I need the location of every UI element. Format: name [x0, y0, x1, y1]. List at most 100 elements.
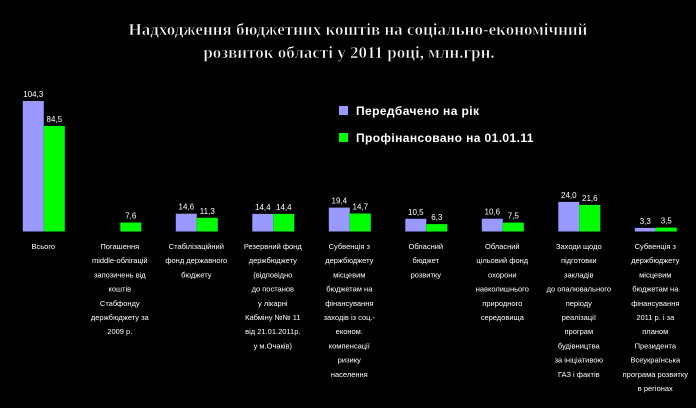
bar-2-4	[273, 213, 295, 232]
category-label-4-line-8: у м.Очаків)	[254, 341, 293, 350]
category-label-8-line-5: періоду	[566, 299, 592, 308]
category-label-9-line-5: фінансування	[631, 299, 679, 308]
value-label-1-5: 19,4	[332, 197, 348, 206]
category-label-5-line-6: заходів із соц.-	[324, 313, 376, 322]
bar-2-9	[655, 227, 677, 232]
category-label-8: Заходи щодо підготовки закладів до опалювал…	[547, 242, 611, 379]
legend-label-series-1: Передбачено на рік	[356, 104, 480, 118]
category-label-2-line-5: Стабфонду	[100, 299, 140, 308]
category-label-2-line-3: запозичень від	[94, 270, 146, 279]
category-label-5-line-2: держбюджету	[325, 256, 373, 265]
category-label-6: Обласний бюджет розвитку	[408, 242, 443, 279]
bar-1-5	[328, 207, 350, 232]
category-label-9-line-2: держбюджету	[631, 256, 679, 265]
legend-swatch-series-2	[339, 133, 348, 142]
value-label-1-1: 104,3	[23, 90, 44, 99]
bar-1-9	[634, 227, 656, 232]
category-label-5-line-1: Субвенція з	[329, 242, 371, 251]
value-label-2-9: 3,5	[661, 217, 673, 226]
category-label-9-line-3: місцевим	[639, 270, 671, 279]
category-label-6-line-2: бюджет	[413, 256, 440, 265]
category-label-5: Субвенція з держбюджету місцевим бюджетам н…	[324, 242, 376, 379]
category-label-4-line-5: у лікарні	[258, 299, 288, 308]
category-label-9-line-10: програма розвитку	[623, 370, 689, 379]
category-label-9-line-6: 2011 р. і за	[636, 313, 675, 322]
category-label-2: Погашення middle-облігацій запозичень від к…	[91, 242, 150, 336]
bar-1-3	[175, 213, 197, 232]
chart-legend: Передбачено на рік Профінансовано на 01.…	[339, 104, 533, 145]
category-label-1: Всього	[32, 242, 56, 251]
value-label-2-3: 11,3	[200, 207, 216, 216]
category-label-7: Обласний цільовий фонд охорони навколишньог…	[476, 242, 529, 322]
bar-group	[22, 101, 677, 232]
value-label-2-1: 84,5	[47, 115, 63, 124]
category-label-9-line-7: планом	[642, 327, 668, 336]
category-label-4-line-3: (відповідно	[253, 270, 292, 279]
category-label-3-line-2: фонд державного	[165, 256, 227, 265]
category-label-8-line-2: підготовки	[561, 256, 597, 265]
category-label-2-line-6: держбюджету за	[91, 313, 150, 322]
value-label-2-2: 7,6	[125, 212, 137, 221]
value-label-1-7: 10,6	[485, 208, 501, 217]
category-label-3-line-3: бюджету	[181, 270, 212, 279]
category-label-4-line-7: від 21.01.2011р.	[245, 327, 300, 336]
category-label-7-line-4: навколишнього	[476, 285, 529, 294]
bar-1-6	[405, 218, 427, 232]
category-labels: Всього Погашення middle-облігацій запозичен…	[32, 242, 689, 393]
category-label-8-line-1: Заходи щодо	[556, 242, 602, 251]
category-label-8-line-10: ГАЗ і фактів	[558, 370, 600, 379]
category-label-4-line-6: Кабміну №№ 11	[245, 313, 300, 322]
category-label-8-line-3: закладів	[564, 270, 594, 279]
category-label-5-line-5: фінансування	[325, 299, 373, 308]
bar-1-7	[481, 218, 503, 232]
category-label-5-line-10: населення	[331, 370, 368, 379]
category-label-9-line-9: Всеукраїнська	[630, 356, 681, 365]
chart-title: Надходження бюджетних коштів на соціальн…	[128, 20, 588, 63]
chart-title-line-1: Надходження бюджетних коштів на соціальн…	[129, 20, 588, 39]
category-label-6-line-3: розвитку	[411, 270, 442, 279]
category-label-7-line-6: середовища	[481, 313, 525, 322]
bar-1-1	[22, 101, 44, 232]
category-label-4: Резервний фонд держбюджету (відповідно до п…	[244, 242, 302, 350]
bar-2-7	[502, 222, 524, 232]
category-label-7-line-1: Обласний	[485, 242, 520, 251]
value-label-1-3: 14,6	[179, 203, 195, 212]
category-label-5-line-8: компенсації	[329, 341, 371, 350]
value-label-1-8: 24,0	[561, 191, 577, 200]
value-labels: 104,3 84,5 7,6 14,6 11,3 14,4 14,4 19,4 14,7 10,5…	[23, 90, 672, 226]
value-label-1-6: 10,5	[408, 208, 424, 217]
value-label-2-4: 14,4	[276, 203, 292, 212]
category-label-8-line-8: будівництва	[558, 341, 601, 350]
value-label-2-6: 6,3	[431, 213, 443, 222]
category-label-7-line-5: природного	[482, 299, 522, 308]
bar-1-8	[558, 201, 580, 232]
category-label-3-line-1: Стабілізаційний	[169, 242, 224, 251]
category-label-9-line-11: в регіонах	[638, 384, 673, 393]
bar-2-1	[43, 125, 65, 232]
category-label-2-line-4: коштів	[108, 285, 131, 294]
category-label-5-line-7: економ.	[336, 327, 363, 336]
category-label-4-line-4: до постанов	[252, 285, 294, 294]
category-label-5-line-9: ризику	[338, 356, 361, 365]
category-label-9-line-1: Субвенція з	[635, 242, 677, 251]
category-label-9-line-8: Президента	[635, 341, 677, 350]
value-label-1-4: 14,4	[255, 203, 271, 212]
category-label-2-line-7: 2009 р.	[107, 327, 132, 336]
value-label-2-7: 7,5	[508, 212, 520, 221]
category-label-8-line-9: за ініціативою	[555, 356, 604, 365]
bar-2-5	[349, 213, 371, 232]
value-label-2-8: 21,6	[582, 194, 598, 203]
value-label-2-5: 14,7	[353, 203, 369, 212]
category-label-9-line-4: бюджетам на	[632, 285, 679, 294]
category-label-5-line-3: місцевим	[333, 270, 365, 279]
category-label-7-line-2: цільовий фонд	[476, 256, 528, 265]
category-label-5-line-4: бюджетам на	[326, 285, 373, 294]
category-label-7-line-3: охорони	[488, 270, 517, 279]
bar-2-3	[196, 217, 218, 232]
bar-1-4	[252, 213, 274, 232]
category-label-4-line-1: Резервний фонд	[244, 242, 302, 251]
category-label-1-line-1: Всього	[32, 242, 56, 251]
category-label-8-line-6: реалізації	[562, 313, 597, 322]
category-label-3: Стабілізаційний фонд державного бюджету	[165, 242, 227, 279]
